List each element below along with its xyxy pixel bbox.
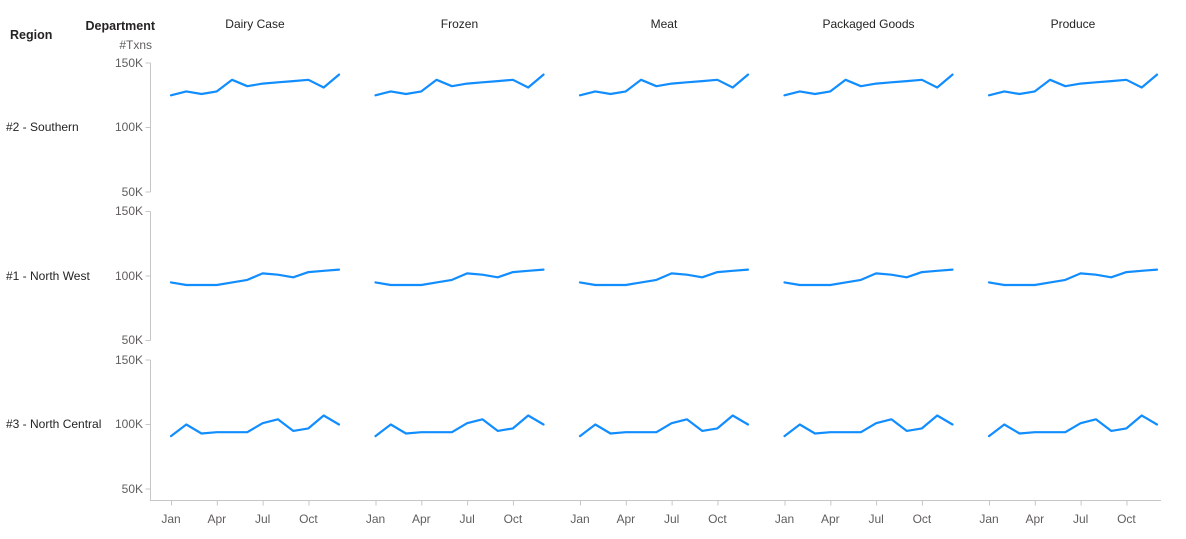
series-line-2-southern-produce[interactable] <box>987 73 1159 97</box>
series-line-2-southern-dairy-case[interactable] <box>169 73 341 97</box>
series-line-1-north-west-packaged-goods[interactable] <box>783 268 954 287</box>
series-line-2-southern-packaged-goods[interactable] <box>783 73 954 97</box>
series-line-1-north-west-produce[interactable] <box>987 268 1159 287</box>
series-line-3-north-central-packaged-goods[interactable] <box>783 414 954 438</box>
department-field-label: Department <box>85 19 155 33</box>
series-line-3-north-central-meat[interactable] <box>578 414 750 438</box>
series-line-3-north-central-produce[interactable] <box>987 414 1159 438</box>
series-line-3-north-central-dairy-case[interactable] <box>169 414 341 438</box>
series-line-2-southern-frozen[interactable] <box>374 73 545 97</box>
series-line-1-north-west-dairy-case[interactable] <box>169 268 341 287</box>
region-field-label: Region <box>10 28 53 42</box>
series-line-2-southern-meat[interactable] <box>578 73 750 97</box>
series-line-3-north-central-frozen[interactable] <box>374 414 545 438</box>
series-line-1-north-west-meat[interactable] <box>578 268 750 287</box>
series-line-1-north-west-frozen[interactable] <box>374 268 545 287</box>
y-axis-title: #Txns <box>119 38 152 52</box>
